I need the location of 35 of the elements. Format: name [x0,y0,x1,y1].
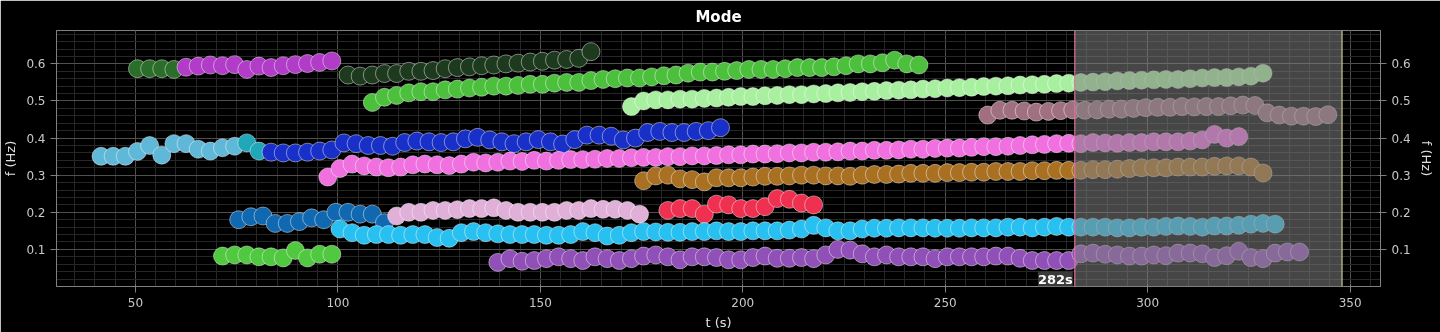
y2-axis-title: f (Hz) [1418,140,1434,177]
y-tick-label: 0.4 [26,131,46,146]
point [1318,105,1338,125]
chart-title: Mode [695,7,742,26]
y-tick-label: 0.5 [26,94,46,109]
y2-tick-label: 0.1 [1391,242,1411,257]
x-tick-label: 350 [1338,295,1362,310]
ref-line-label: 282s [1037,271,1074,287]
y2-tick-label: 0.5 [1391,94,1411,109]
point [581,42,601,62]
y-axis-title: f (Hz) [3,140,19,177]
x-tick-label: 300 [1136,295,1160,310]
y-tick-label: 0.3 [26,168,46,183]
x-tick-label: 50 [127,295,144,310]
point [322,244,342,264]
point [711,118,731,138]
x-tick-label: 100 [326,295,350,310]
y2-tick-label: 0.3 [1391,168,1411,183]
x-tick-label: 250 [933,295,957,310]
point [152,145,172,165]
y2-tick-label: 0.4 [1391,131,1411,146]
y-tick-label: 0.1 [26,242,46,257]
point [630,204,650,224]
x-tick-label: 150 [528,295,552,310]
y2-tick-label: 0.2 [1391,205,1411,220]
x-tick-label: 200 [731,295,755,310]
point [804,195,824,215]
x-axis-title: t (s) [705,314,732,330]
point [1253,63,1273,83]
point [909,55,929,75]
y-tick-label: 0.2 [26,205,46,220]
y2-tick-label: 0.6 [1391,57,1411,72]
point [322,51,342,71]
point [1253,163,1273,183]
y-tick-label: 0.6 [26,57,46,72]
